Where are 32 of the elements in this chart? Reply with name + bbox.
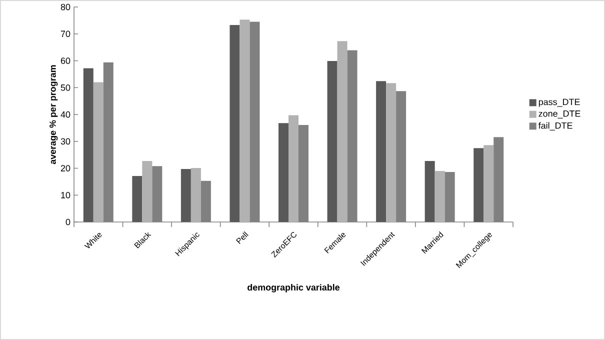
y-tick-label: 50 [60,84,70,91]
bar [424,160,435,222]
bar [132,176,142,222]
y-tick-label: 40 [60,111,70,118]
bar [278,123,288,222]
bar [240,20,250,222]
bar [142,160,152,222]
y-tick-label: 60 [60,58,70,64]
bar [190,168,201,222]
bar [376,81,386,222]
y-tick-label: 80 [60,4,70,10]
bar [288,115,298,222]
bar [474,148,484,222]
bar [337,41,348,222]
y-tick-label: 30 [60,138,70,145]
bar [386,83,396,222]
bar [484,145,494,222]
legend-label: zone_DTE [538,110,580,118]
legend-label: pass_DTE [538,98,580,107]
bar [93,82,104,222]
y-tick-label: 20 [60,165,70,172]
bar [327,61,338,222]
bar [230,25,240,222]
y-tick-label: 0 [66,218,70,226]
bar [83,68,94,222]
y-tick-label: 70 [60,30,70,38]
bar [434,170,445,222]
x-axis-title: demographic variable [248,284,340,292]
bar [180,169,191,222]
legend-label: fail_DTE [538,122,572,130]
y-axis-title: average % per program [50,65,58,164]
y-tick-label: 10 [61,192,70,198]
